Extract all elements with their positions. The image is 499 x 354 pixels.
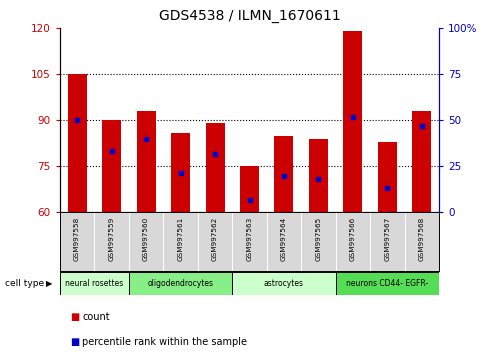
Text: GSM997564: GSM997564 (281, 217, 287, 261)
Bar (378, 142, 397, 212)
Bar (137, 111, 156, 212)
Bar (232, 272, 336, 295)
Text: ■: ■ (70, 337, 79, 347)
Text: count: count (82, 312, 110, 322)
Bar (102, 120, 121, 212)
Bar (68, 74, 87, 212)
Bar (274, 136, 293, 212)
Text: GSM997561: GSM997561 (178, 217, 184, 261)
Bar (206, 124, 225, 212)
Text: percentile rank within the sample: percentile rank within the sample (82, 337, 248, 347)
Text: ■: ■ (70, 312, 79, 322)
Bar (60, 272, 129, 295)
Text: GDS4538 / ILMN_1670611: GDS4538 / ILMN_1670611 (159, 9, 340, 23)
Bar (240, 166, 259, 212)
Bar (129, 272, 232, 295)
Text: GSM997558: GSM997558 (74, 217, 80, 261)
Bar (412, 111, 431, 212)
Text: ▶: ▶ (45, 279, 52, 288)
Text: GSM997567: GSM997567 (384, 217, 390, 261)
Text: cell type: cell type (5, 279, 44, 288)
Text: GSM997560: GSM997560 (143, 217, 149, 261)
Text: astrocytes: astrocytes (264, 279, 304, 287)
Text: GSM997568: GSM997568 (419, 217, 425, 261)
Text: GSM997565: GSM997565 (315, 217, 321, 261)
Text: oligodendrocytes: oligodendrocytes (148, 279, 214, 287)
Bar (171, 133, 190, 212)
Bar (343, 32, 362, 212)
Text: GSM997559: GSM997559 (109, 217, 115, 261)
Text: GSM997562: GSM997562 (212, 217, 218, 261)
Text: GSM997566: GSM997566 (350, 217, 356, 261)
Text: neurons CD44- EGFR-: neurons CD44- EGFR- (346, 279, 429, 287)
Bar (309, 139, 328, 212)
Text: neural rosettes: neural rosettes (65, 279, 123, 287)
Text: GSM997563: GSM997563 (247, 217, 252, 261)
Bar (336, 272, 439, 295)
